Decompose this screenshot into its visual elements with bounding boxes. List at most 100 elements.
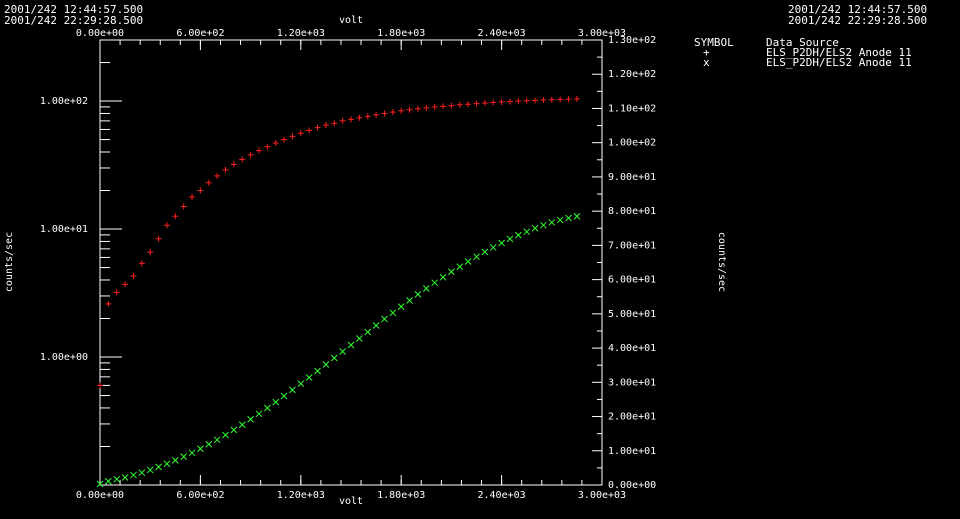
series-x-point xyxy=(247,415,254,423)
series-plus-point xyxy=(448,102,455,109)
x-mark-b xyxy=(121,474,129,481)
y-right-tick-label: 1.00e+01 xyxy=(608,446,656,457)
series-x-point xyxy=(456,263,464,270)
x-mark-b xyxy=(473,253,480,261)
series-plus-point xyxy=(272,140,279,147)
series-plus-point xyxy=(540,96,547,103)
x-mark-b xyxy=(130,471,137,479)
series-x-point xyxy=(356,335,363,342)
x-mark-b xyxy=(197,445,204,453)
series-plus-point xyxy=(239,156,246,163)
series-x-point xyxy=(565,214,572,222)
x-mark-b xyxy=(272,398,280,406)
header-left-time-end: 2001/242 22:29:28.500 xyxy=(4,14,144,27)
x-mark-b xyxy=(439,273,447,281)
series-plus-point xyxy=(364,113,371,120)
series-x-point xyxy=(381,315,388,323)
x-mark-b xyxy=(155,463,162,471)
y-right-tick-label: 1.10e+02 xyxy=(608,103,656,114)
y-right-tick-label: 3.00e+01 xyxy=(608,377,656,388)
series-plus-point xyxy=(465,101,472,108)
y-axis-label-right: counts/sec xyxy=(716,232,727,292)
x-mark-b xyxy=(339,348,346,355)
series-x-point xyxy=(138,469,146,477)
series-plus-point xyxy=(339,117,346,124)
header-left-time-start: 2001/242 12:44:57.500 xyxy=(4,3,144,16)
x-tick-label-bottom: 2.40e+03 xyxy=(478,490,526,501)
series-plus-point xyxy=(197,187,204,194)
x-mark-b xyxy=(255,410,263,418)
series-plus-point xyxy=(138,260,145,267)
series-x-point xyxy=(330,354,338,362)
series-x-point xyxy=(121,474,129,481)
series-plus-point xyxy=(356,114,363,121)
x-tick-label-bottom: 6.00e+02 xyxy=(176,490,224,501)
series-plus-point xyxy=(456,101,463,108)
x-mark-b xyxy=(247,415,254,423)
series-x-point xyxy=(531,224,539,232)
x-mark-b xyxy=(188,449,196,457)
x-mark-b xyxy=(389,309,397,317)
series-x-point xyxy=(96,480,104,488)
legend-header-source: Data Source xyxy=(766,36,839,49)
series-x-point xyxy=(448,268,455,276)
series-plus-point xyxy=(506,98,513,105)
series-x-point xyxy=(548,219,556,226)
series-x-point xyxy=(389,309,397,317)
x-mark-b xyxy=(205,440,213,448)
x-mark-b xyxy=(514,231,522,239)
series-x-point xyxy=(540,221,547,229)
axes-group: 0.00e+00 0.00e+00 6.00e+02 6.00e+02 1.20e+03… xyxy=(40,28,656,501)
series-x-point xyxy=(498,239,505,247)
x-mark-b xyxy=(489,244,497,251)
series-plus-point xyxy=(281,136,288,143)
y-right-tick-label: 5.00e+01 xyxy=(608,309,656,320)
y-left-tick-label: 1.00e+02 xyxy=(40,96,88,107)
legend-header-symbol: SYMBOL xyxy=(694,36,734,49)
series-x-point xyxy=(213,436,221,444)
series-x-point xyxy=(289,386,296,394)
series-x-point xyxy=(523,228,531,236)
series-x-point xyxy=(105,477,112,485)
y-right-tick-label: 1.00e+02 xyxy=(608,138,656,149)
series-x-point xyxy=(222,431,229,439)
series-plus-point xyxy=(548,96,555,103)
x-mark-b xyxy=(548,219,556,226)
series-plus-point xyxy=(331,120,338,127)
series-plus-point xyxy=(289,133,296,140)
series-plus-point xyxy=(481,100,488,107)
x-mark-b xyxy=(213,436,221,444)
series-x-point xyxy=(464,258,472,265)
x-mark-b xyxy=(138,469,146,477)
series-plus-point xyxy=(490,99,497,106)
x-mark-b xyxy=(531,224,539,232)
y-axis-label-left: counts/sec xyxy=(4,232,15,292)
x-mark-b xyxy=(422,285,430,292)
series-plus-point xyxy=(440,103,447,110)
x-tick-label-bottom: 1.20e+03 xyxy=(277,490,325,501)
x-mark-b xyxy=(414,290,422,298)
series-plus-point xyxy=(431,103,438,110)
series-x-point xyxy=(180,453,188,460)
series-x-point xyxy=(414,290,422,298)
x-mark-b xyxy=(347,341,355,349)
x-mark-b xyxy=(330,354,338,362)
x-mark-b xyxy=(305,374,313,381)
series-plus-point xyxy=(473,100,480,107)
series-x-point xyxy=(171,457,179,464)
series-x-point xyxy=(255,410,263,418)
x-mark-b xyxy=(540,221,547,229)
marks-group xyxy=(96,95,581,488)
series-plus-point xyxy=(515,98,522,105)
series-x-point xyxy=(205,440,213,448)
x-mark-b xyxy=(506,235,514,243)
y-right-tick-label: 7.00e+01 xyxy=(608,240,656,251)
series-x-point xyxy=(556,216,564,224)
series-x-point xyxy=(314,367,321,375)
series-plus-point xyxy=(122,281,129,288)
series-x-point xyxy=(113,475,121,483)
y-right-tick-label: 1.30e+02 xyxy=(608,35,656,46)
x-tick-label-top: 0.00e+00 xyxy=(76,28,124,39)
series-x-point xyxy=(188,449,196,457)
series-plus-point xyxy=(105,300,112,307)
